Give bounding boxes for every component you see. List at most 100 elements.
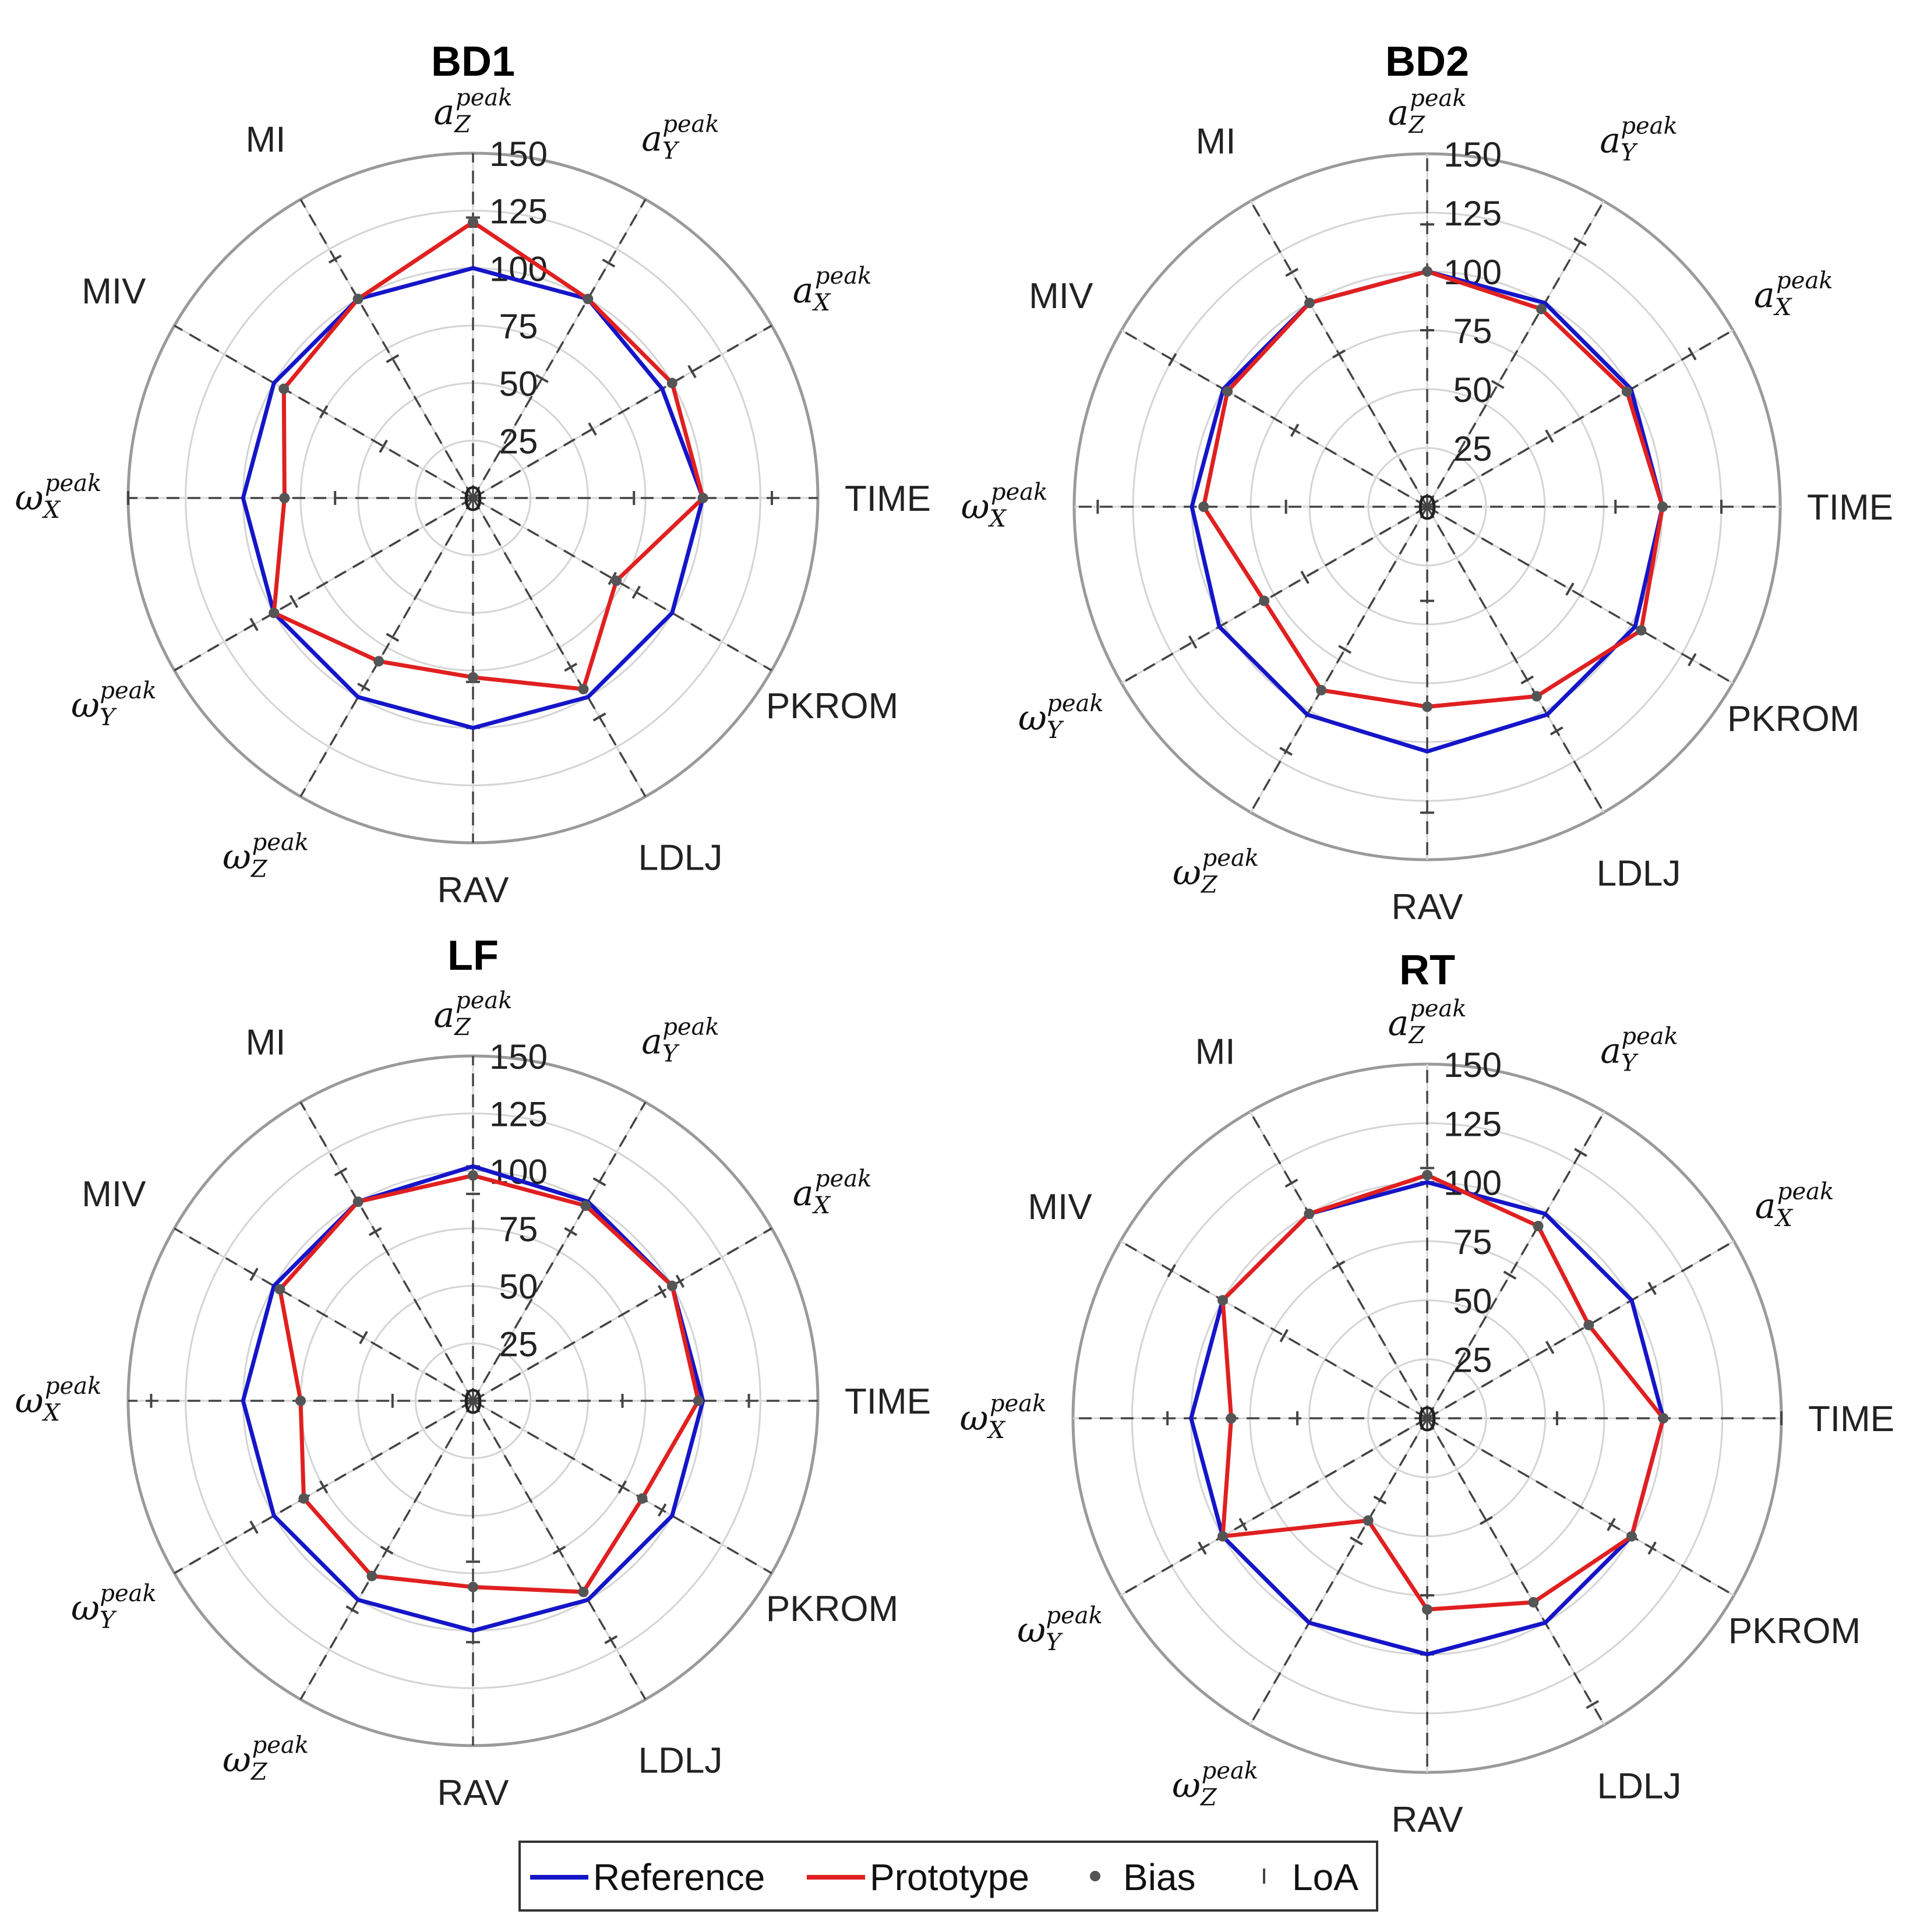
loa-mark-10-0 [1279, 1329, 1289, 1343]
axis-label-5: LDLJ [638, 1741, 723, 1781]
loa-mark-7-1 [345, 1605, 359, 1615]
loa-mark-5-0 [564, 662, 578, 672]
tick-label-150: 150 [1444, 1046, 1502, 1085]
loa-mark-7-0 [1373, 1495, 1387, 1505]
axis-label-11: MI [246, 119, 286, 160]
axis-label-6: RAV [437, 870, 510, 910]
loa-mark-10-0 [359, 1331, 368, 1344]
radar-panel-bd2: BD20255075100125150aZpeakaYpeakaXpeakTIM… [961, 38, 1893, 927]
loa-mark-4-1 [657, 1503, 667, 1517]
axis-label-0: aZpeak [434, 987, 513, 1041]
axis-label-1: aYpeak [641, 1013, 719, 1067]
bias-point-11 [352, 1196, 363, 1207]
loa-mark-8-1 [249, 617, 259, 631]
dashed-spoke-10 [1121, 329, 1428, 508]
tick-label-100: 100 [489, 249, 548, 288]
axis-label-10: MIV [1028, 1187, 1092, 1227]
legend: Reference Prototype Bias LoA [518, 1841, 1378, 1912]
bias-point-7 [1316, 684, 1327, 695]
dashed-diag-5 [472, 497, 647, 797]
loa-mark-2-0 [1545, 1341, 1555, 1354]
axis-label-4: PKROM [1728, 1611, 1861, 1651]
tick-label-25: 25 [1453, 1341, 1492, 1380]
bias-point-5 [1528, 1597, 1539, 1608]
loa-mark-11-0 [1332, 1260, 1346, 1270]
loa-mark-5-1 [1550, 726, 1564, 736]
dashed-spoke-10 [1120, 1240, 1428, 1419]
axis-label-11: MI [1196, 121, 1236, 161]
axis-label-8: ωYpeak [71, 677, 157, 731]
bias-point-10 [274, 1284, 285, 1295]
loa-mark-1-0 [535, 374, 549, 383]
loa-mark-11-0 [1332, 349, 1346, 359]
axis-label-7: ωZpeak [1172, 1757, 1258, 1811]
bias-point-0 [1422, 1170, 1432, 1181]
loa-mark-10-0 [1290, 423, 1300, 437]
bias-point-7 [366, 1570, 377, 1581]
loa-mark-5-0 [1479, 1516, 1493, 1525]
tick-label-50: 50 [499, 1267, 538, 1306]
loa-mark-8-1 [249, 1520, 259, 1534]
bias-point-0 [468, 217, 478, 228]
bias-point-4 [1636, 625, 1647, 636]
bias-point-8 [298, 1493, 309, 1504]
loa-mark-11-1 [328, 255, 342, 264]
panel-title: RT [1399, 947, 1455, 994]
loa-mark-8-1 [1188, 635, 1198, 649]
axis-label-6: RAV [1392, 1800, 1464, 1840]
tick-label-125: 125 [489, 192, 548, 231]
bias-point-11 [1304, 298, 1315, 309]
dashed-diag-7 [1249, 1418, 1428, 1726]
tick-label-150: 150 [489, 135, 548, 174]
dashed-diag-2 [1427, 1240, 1735, 1419]
bias-point-2 [666, 1280, 677, 1291]
bias-point-1 [1536, 303, 1547, 315]
legend-bias-marker [1090, 1871, 1100, 1881]
bias-point-11 [352, 294, 363, 305]
axis-label-3: TIME [845, 479, 931, 519]
legend-reference-label: Reference [593, 1856, 765, 1898]
bias-point-1 [583, 294, 594, 305]
dashed-spoke-4 [472, 497, 772, 672]
loa-mark-2-1 [687, 365, 697, 379]
loa-mark-5-0 [552, 1545, 566, 1555]
bias-point-0 [468, 1170, 478, 1181]
tick-label-125: 125 [1444, 194, 1502, 233]
radar-panel-lf: LF0255075100125150aZpeakaYpeakaXpeakTIME… [15, 933, 931, 1813]
dashed-diag-11 [299, 199, 474, 499]
axis-label-0: aZpeak [1388, 995, 1467, 1049]
bias-point-8 [1259, 595, 1270, 606]
dashed-diag-2 [472, 1227, 772, 1402]
axis-label-4: PKROM [766, 1589, 898, 1629]
bias-point-8 [269, 607, 280, 619]
bias-point-9 [295, 1396, 306, 1406]
tick-label-50: 50 [1453, 370, 1492, 409]
dashed-spoke-4 [1427, 506, 1734, 684]
bias-point-6 [468, 1581, 478, 1592]
loa-mark-5-1 [1586, 1700, 1600, 1710]
axis-label-5: LDLJ [638, 838, 723, 878]
axis-label-2: aXpeak [1755, 1178, 1834, 1232]
loa-mark-1-0 [1491, 380, 1505, 389]
axis-label-8: ωYpeak [71, 1580, 157, 1634]
loa-mark-4-0 [1565, 582, 1575, 596]
loa-mark-1-0 [1503, 1270, 1517, 1280]
dashed-diag-2 [1427, 329, 1734, 508]
loa-mark-4-0 [617, 1480, 627, 1494]
dashed-diag-8 [1121, 506, 1428, 684]
axis-label-1: aYpeak [1600, 112, 1678, 166]
axis-label-5: LDLJ [1597, 1766, 1682, 1806]
loa-mark-10-1 [1167, 353, 1177, 366]
legend-bias-label: Bias [1123, 1856, 1196, 1898]
loa-mark-7-0 [380, 1545, 394, 1555]
loa-mark-11-1 [1284, 1178, 1298, 1188]
loa-mark-2-1 [1647, 1281, 1657, 1295]
bias-point-0 [1422, 266, 1432, 277]
series-prototype [271, 220, 705, 691]
loa-mark-11-1 [1285, 267, 1299, 277]
axis-label-8: ωYpeak [1018, 690, 1104, 744]
loa-mark-7-0 [386, 633, 400, 642]
loa-mark-5-1 [592, 712, 606, 722]
